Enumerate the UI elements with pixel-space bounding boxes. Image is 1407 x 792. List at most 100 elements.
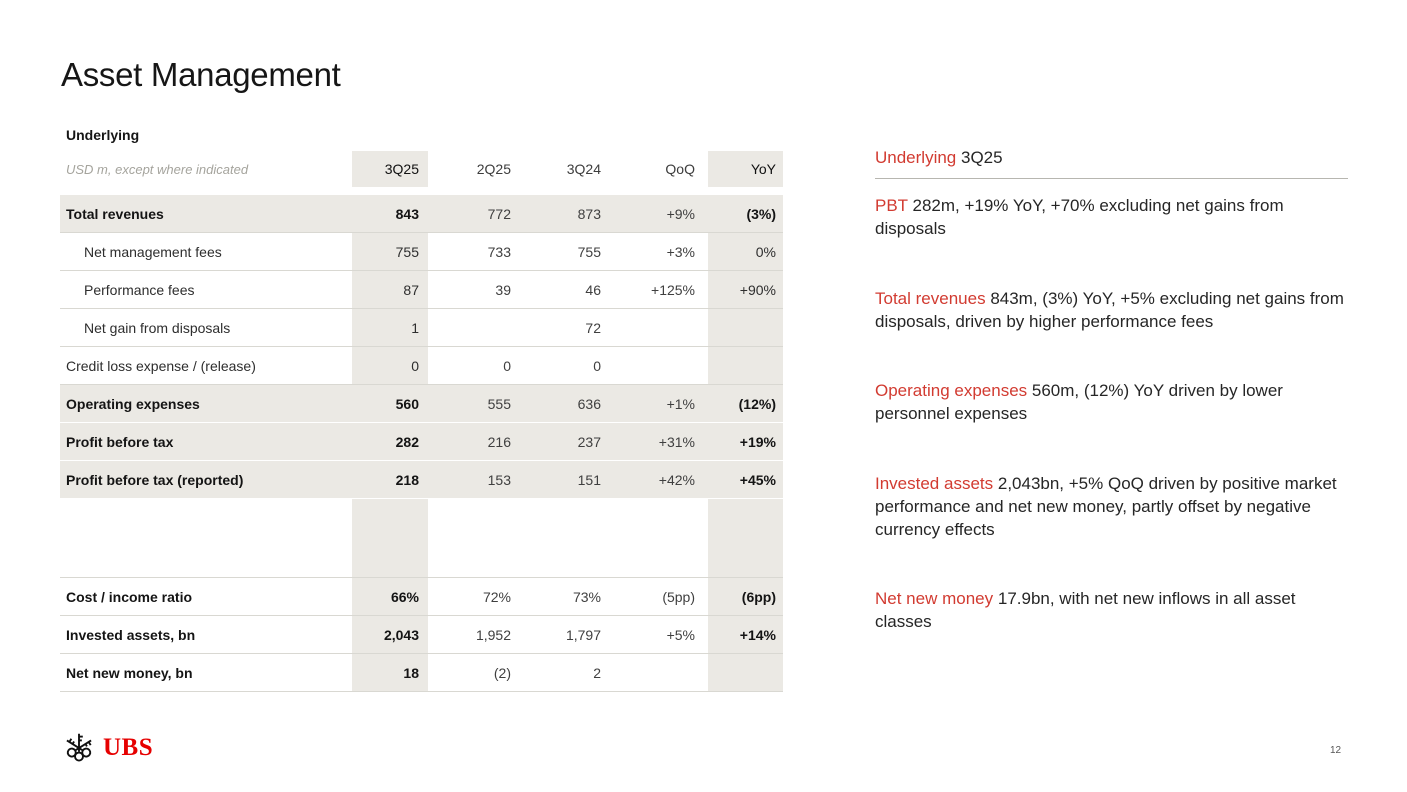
- cell-value: [708, 308, 783, 347]
- cell-value: 0: [428, 346, 522, 385]
- cell-value: 772: [428, 195, 522, 233]
- financial-table: Underlying USD m, except where indicated…: [60, 127, 783, 692]
- table-row: Profit before tax (reported) 218 153 151…: [60, 460, 783, 499]
- col-header-3q25: 3Q25: [352, 151, 428, 187]
- cell-value: 843: [352, 195, 428, 233]
- row-label: Total revenues: [60, 195, 352, 233]
- cell-value: 1,952: [428, 615, 522, 654]
- underlying-results-table: USD m, except where indicated 3Q25 2Q25 …: [60, 151, 783, 692]
- cell-value: +42%: [612, 460, 708, 499]
- cell-value: 2: [522, 653, 612, 692]
- commentary-heading-rest: 3Q25: [961, 148, 1003, 167]
- table-header-row: USD m, except where indicated 3Q25 2Q25 …: [60, 151, 783, 187]
- table-row: Total revenues 843 772 873 +9% (3%): [60, 195, 783, 233]
- row-label: Net new money, bn: [60, 653, 352, 692]
- note-text: 560m, (12%) YoY driven by lower personne…: [875, 381, 1283, 423]
- cell-value: +125%: [612, 270, 708, 309]
- cell-value: 73%: [522, 577, 612, 616]
- cell-value: +45%: [708, 460, 783, 499]
- cell-value: [708, 653, 783, 692]
- cell-value: +3%: [612, 232, 708, 271]
- cell-value: (3%): [708, 195, 783, 233]
- row-label: Invested assets, bn: [60, 615, 352, 654]
- page-title: Asset Management: [61, 56, 341, 93]
- table-spacer-row: [60, 498, 783, 578]
- row-label: Operating expenses: [60, 384, 352, 423]
- ubs-logo: UBS: [60, 729, 153, 767]
- row-label: Cost / income ratio: [60, 577, 352, 616]
- commentary-note-pbt: PBT 282m, +19% YoY, +70% excluding net g…: [875, 194, 1348, 240]
- cell-value: +31%: [612, 422, 708, 461]
- cell-value: 216: [428, 422, 522, 461]
- note-text: 282m, +19% YoY, +70% excluding net gains…: [875, 196, 1284, 238]
- note-text: 17.9bn, with net new inflows in all asse…: [875, 589, 1296, 631]
- commentary-note-total-revenues: Total revenues 843m, (3%) YoY, +5% exclu…: [875, 287, 1348, 333]
- table-caption: Underlying: [66, 127, 140, 143]
- note-lead: Invested assets: [875, 474, 994, 493]
- cell-value: [612, 653, 708, 692]
- cell-value: 555: [428, 384, 522, 423]
- cell-value: 560: [352, 384, 428, 423]
- row-label: Net gain from disposals: [60, 308, 352, 347]
- cell-value: 66%: [352, 577, 428, 616]
- cell-value: +14%: [708, 615, 783, 654]
- cell-value: 873: [522, 195, 612, 233]
- cell-value: 72%: [428, 577, 522, 616]
- table-row: Net management fees 755 733 755 +3% 0%: [60, 232, 783, 271]
- row-label: Profit before tax (reported): [60, 460, 352, 499]
- ubs-wordmark: UBS: [103, 734, 154, 761]
- cell-value: 72: [522, 308, 612, 347]
- cell-value: [612, 346, 708, 385]
- cell-value: 0: [352, 346, 428, 385]
- table-row: Cost / income ratio 66% 72% 73% (5pp) (6…: [60, 577, 783, 616]
- commentary-note-net-new-money: Net new money 17.9bn, with net new inflo…: [875, 587, 1348, 633]
- cell-value: 1,797: [522, 615, 612, 654]
- unit-note: USD m, except where indicated: [66, 161, 249, 177]
- cell-value: 153: [428, 460, 522, 499]
- cell-value: 755: [352, 232, 428, 271]
- cell-value: 218: [352, 460, 428, 499]
- note-lead: Total revenues: [875, 289, 986, 308]
- cell-value: 46: [522, 270, 612, 309]
- cell-value: 755: [522, 232, 612, 271]
- row-label: Net management fees: [60, 232, 352, 271]
- note-lead: Net new money: [875, 589, 994, 608]
- commentary-note-invested-assets: Invested assets 2,043bn, +5% QoQ driven …: [875, 472, 1348, 541]
- col-header-yoy: YoY: [708, 151, 783, 187]
- table-row: Operating expenses 560 555 636 +1% (12%): [60, 384, 783, 423]
- row-label: Credit loss expense / (release): [60, 346, 352, 385]
- cell-value: (6pp): [708, 577, 783, 616]
- cell-value: 2,043: [352, 615, 428, 654]
- cell-value: +19%: [708, 422, 783, 461]
- cell-value: +5%: [612, 615, 708, 654]
- cell-value: +90%: [708, 270, 783, 309]
- cell-value: (2): [428, 653, 522, 692]
- cell-value: 0%: [708, 232, 783, 271]
- cell-value: 39: [428, 270, 522, 309]
- ubs-keys-icon: [66, 733, 92, 762]
- commentary-heading: Underlying 3Q25: [875, 146, 1348, 179]
- cell-value: (5pp): [612, 577, 708, 616]
- cell-value: 151: [522, 460, 612, 499]
- note-text: 843m, (3%) YoY, +5% excluding net gains …: [875, 289, 1344, 331]
- cell-value: [708, 346, 783, 385]
- cell-value: 18: [352, 653, 428, 692]
- table-row: Net new money, bn 18 (2) 2: [60, 653, 783, 692]
- cell-value: [612, 308, 708, 347]
- table-row: Invested assets, bn 2,043 1,952 1,797 +5…: [60, 615, 783, 654]
- note-lead: Operating expenses: [875, 381, 1028, 400]
- table-row: Net gain from disposals 1 72: [60, 308, 783, 347]
- page-number: 12: [1330, 745, 1342, 756]
- row-label: Profit before tax: [60, 422, 352, 461]
- cell-value: 733: [428, 232, 522, 271]
- cell-value: 1: [352, 308, 428, 347]
- cell-value: 237: [522, 422, 612, 461]
- cell-value: 282: [352, 422, 428, 461]
- table-row: Profit before tax 282 216 237 +31% +19%: [60, 422, 783, 461]
- cell-value: +1%: [612, 384, 708, 423]
- note-lead: PBT: [875, 196, 908, 215]
- col-header-3q24: 3Q24: [566, 161, 601, 177]
- row-label: Performance fees: [60, 270, 352, 309]
- cell-value: (12%): [708, 384, 783, 423]
